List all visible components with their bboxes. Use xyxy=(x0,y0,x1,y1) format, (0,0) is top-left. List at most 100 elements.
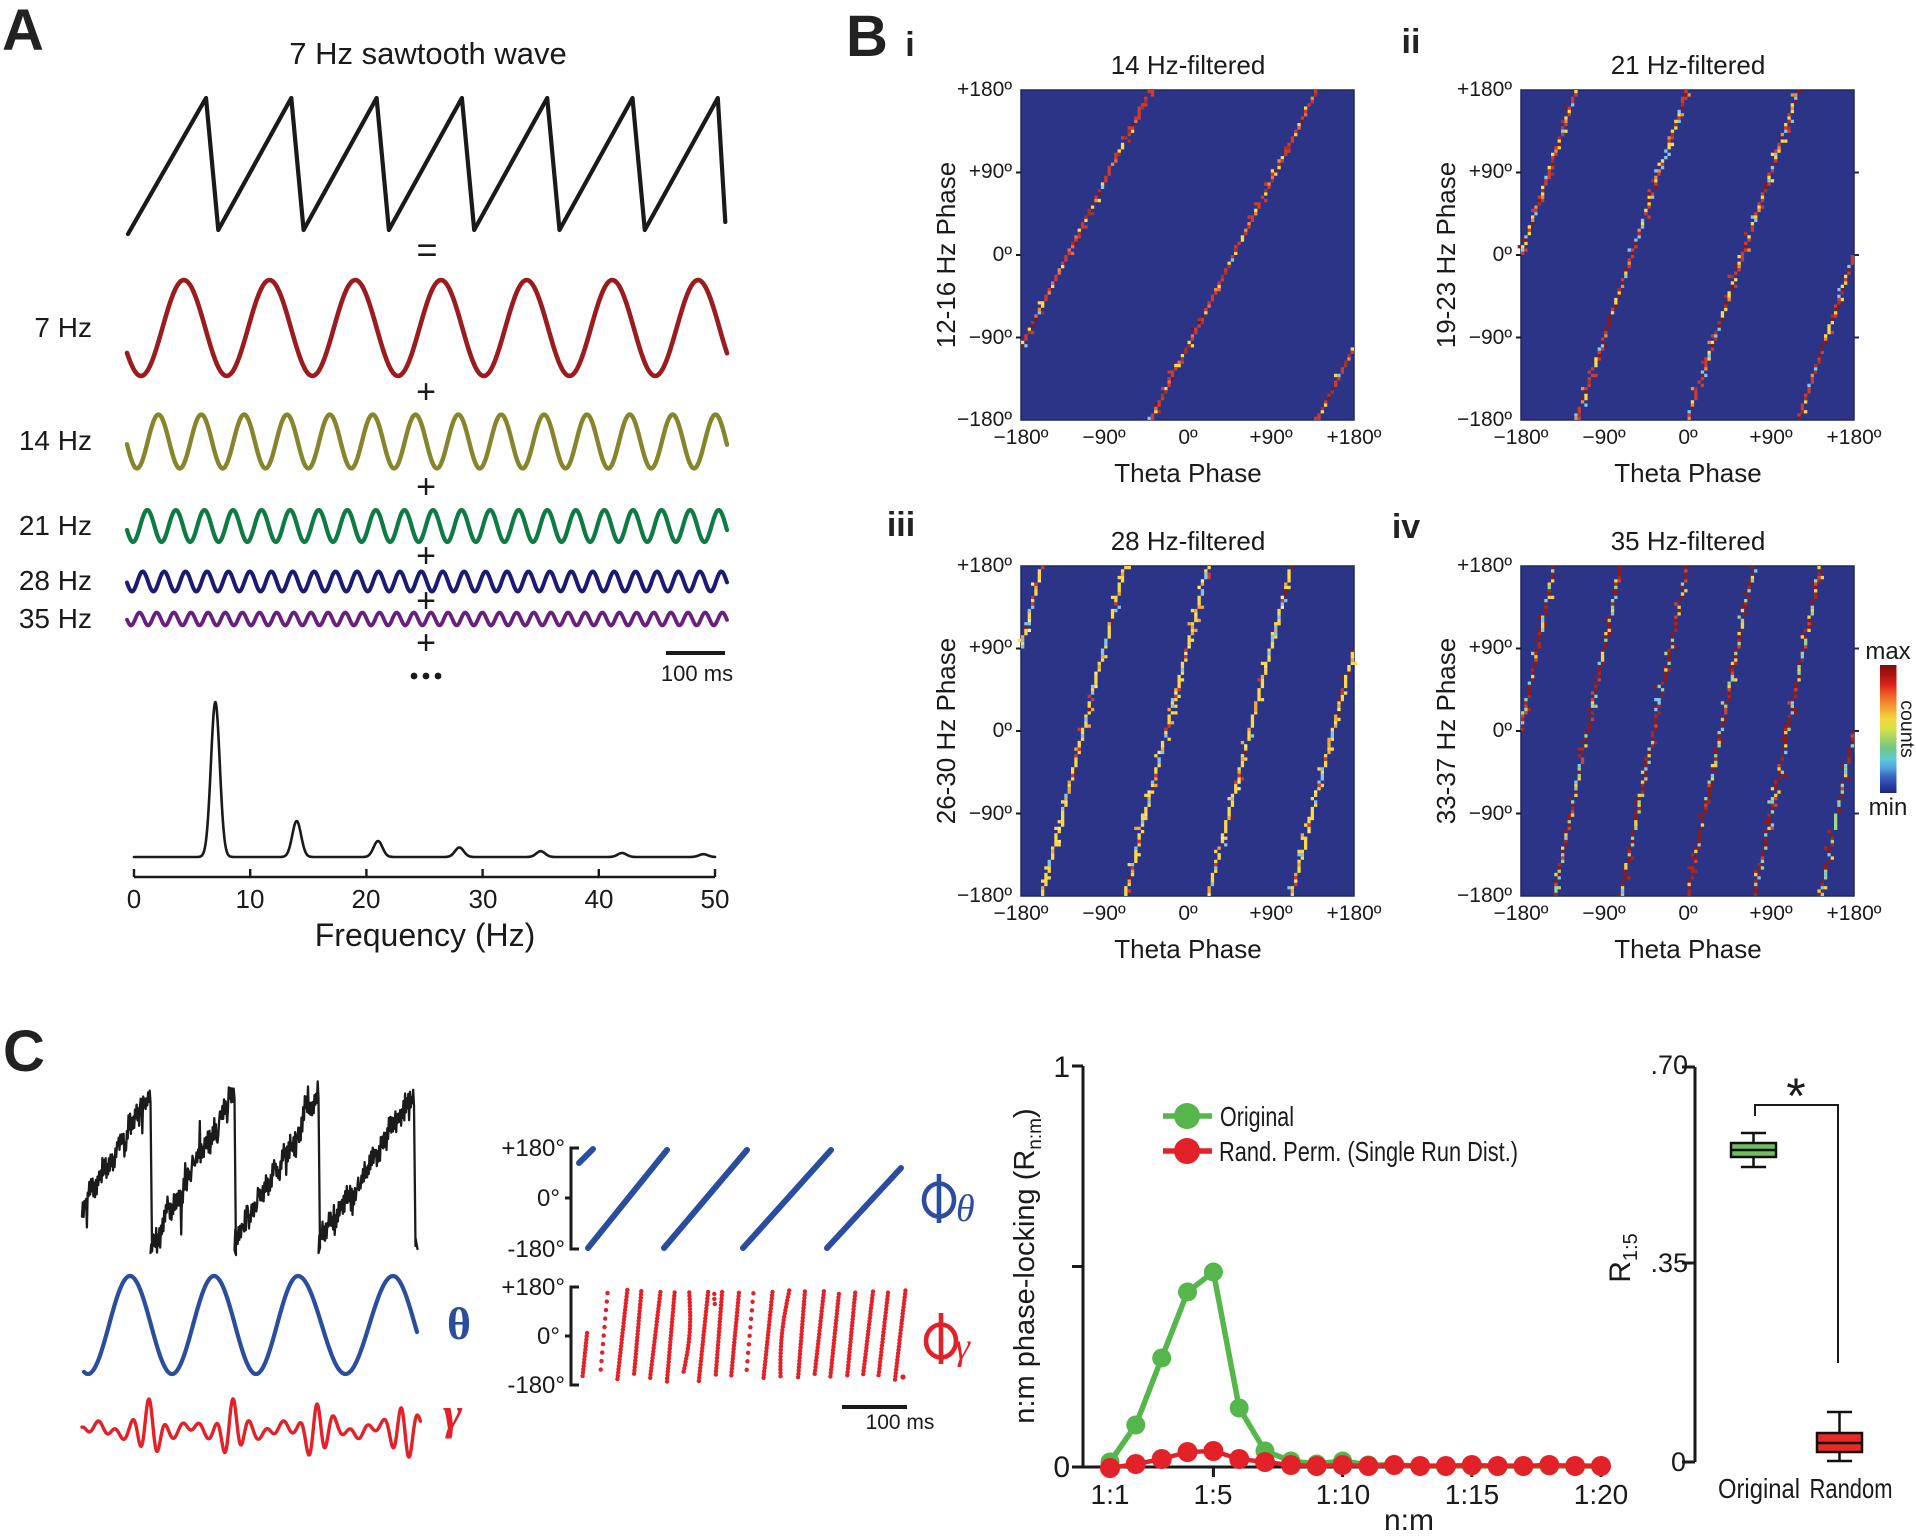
svg-text:0: 0 xyxy=(127,884,141,914)
svg-text:−180º: −180º xyxy=(957,884,1012,907)
svg-text:100 ms: 100 ms xyxy=(866,1411,935,1434)
svg-text:*: * xyxy=(1786,1068,1805,1124)
svg-text:−180º: −180º xyxy=(957,408,1012,431)
svg-text:+90º: +90º xyxy=(1749,902,1793,925)
svg-text:1:5: 1:5 xyxy=(1194,1479,1233,1510)
svg-text:B: B xyxy=(846,4,888,69)
svg-text:26-30 Hz Phase: 26-30 Hz Phase xyxy=(931,638,961,824)
svg-text:Rand. Perm. (Single Run Dist.): Rand. Perm. (Single Run Dist.) xyxy=(1219,1136,1518,1167)
svg-text:n:m: n:m xyxy=(1384,1504,1434,1537)
svg-text:1:1: 1:1 xyxy=(1091,1479,1130,1510)
svg-text:Theta Phase: Theta Phase xyxy=(1614,458,1761,488)
svg-text:−90º: −90º xyxy=(1582,426,1626,449)
svg-text:40: 40 xyxy=(585,884,614,914)
svg-text:0º: 0º xyxy=(993,243,1013,266)
svg-text:n:m phase-locking (Rn:m): n:m phase-locking (Rn:m) xyxy=(1009,1108,1046,1423)
svg-text:28 Hz-filtered: 28 Hz-filtered xyxy=(1111,526,1266,556)
svg-text:−90º: −90º xyxy=(1582,902,1626,925)
svg-text:Theta Phase: Theta Phase xyxy=(1114,458,1261,488)
svg-text:Original: Original xyxy=(1220,1101,1294,1132)
svg-text:35 Hz: 35 Hz xyxy=(19,603,92,634)
svg-text:+180°: +180° xyxy=(501,1274,565,1301)
svg-text:0º: 0º xyxy=(1678,426,1698,449)
svg-text:+180°: +180° xyxy=(501,1135,565,1162)
svg-text:−180º: −180º xyxy=(1494,902,1549,925)
svg-text:+180º: +180º xyxy=(1327,426,1382,449)
svg-text:+: + xyxy=(416,373,436,411)
svg-text:=: = xyxy=(416,229,437,270)
svg-text:−180º: −180º xyxy=(994,426,1049,449)
svg-text:-180°: -180° xyxy=(507,1236,565,1263)
svg-text:+90º: +90º xyxy=(1749,426,1793,449)
svg-text:C: C xyxy=(3,1019,45,1084)
svg-text:0º: 0º xyxy=(993,719,1013,742)
svg-text:max: max xyxy=(1865,638,1910,665)
svg-text:.35: .35 xyxy=(1650,1248,1688,1278)
svg-text:−90º: −90º xyxy=(1082,902,1126,925)
svg-text:30: 30 xyxy=(469,884,498,914)
svg-text:ii: ii xyxy=(1402,23,1421,61)
svg-text:21 Hz: 21 Hz xyxy=(19,510,92,541)
svg-text:100 ms: 100 ms xyxy=(661,661,733,686)
svg-text:Theta Phase: Theta Phase xyxy=(1614,934,1761,964)
svg-text:28 Hz: 28 Hz xyxy=(19,565,92,596)
svg-text:+: + xyxy=(416,537,436,575)
svg-text:12-16 Hz Phase: 12-16 Hz Phase xyxy=(931,162,961,348)
svg-text:0º: 0º xyxy=(1493,719,1513,742)
svg-text:1:10: 1:10 xyxy=(1316,1479,1371,1510)
svg-text:+90º: +90º xyxy=(1469,636,1513,659)
svg-text:19-23 Hz Phase: 19-23 Hz Phase xyxy=(1431,162,1461,348)
svg-text:iv: iv xyxy=(1392,508,1420,546)
svg-text:counts: counts xyxy=(1896,700,1916,758)
svg-text:+90º: +90º xyxy=(1249,426,1293,449)
svg-text:14 Hz-filtered: 14 Hz-filtered xyxy=(1111,50,1266,80)
svg-text:i: i xyxy=(905,26,914,64)
svg-text:+180º: +180º xyxy=(1457,78,1512,101)
svg-text:−90º: −90º xyxy=(1469,802,1513,825)
svg-text:+180º: +180º xyxy=(1827,902,1882,925)
svg-text:Frequency (Hz): Frequency (Hz) xyxy=(315,917,536,953)
svg-text:21 Hz-filtered: 21 Hz-filtered xyxy=(1611,50,1766,80)
svg-text:θ: θ xyxy=(956,1188,975,1230)
svg-text:.70: .70 xyxy=(1650,1050,1688,1080)
svg-text:A: A xyxy=(2,0,44,63)
svg-text:0º: 0º xyxy=(1493,243,1513,266)
svg-text:+: + xyxy=(416,582,436,620)
svg-text:Theta Phase: Theta Phase xyxy=(1114,934,1261,964)
svg-text:γ: γ xyxy=(955,1326,971,1368)
svg-text:+90º: +90º xyxy=(969,636,1013,659)
svg-text:−180º: −180º xyxy=(1457,884,1512,907)
svg-text:Random: Random xyxy=(1810,1473,1893,1504)
svg-text:+180º: +180º xyxy=(957,78,1012,101)
svg-text:10: 10 xyxy=(236,884,265,914)
svg-text:35 Hz-filtered: 35 Hz-filtered xyxy=(1611,526,1766,556)
svg-text:+90º: +90º xyxy=(1469,160,1513,183)
svg-text:−90º: −90º xyxy=(969,802,1013,825)
svg-text:−90º: −90º xyxy=(969,326,1013,349)
svg-text:+180º: +180º xyxy=(1827,426,1882,449)
svg-text:20: 20 xyxy=(352,884,381,914)
svg-text:1:15: 1:15 xyxy=(1445,1479,1500,1510)
svg-text:−90º: −90º xyxy=(1469,326,1513,349)
svg-text:33-37 Hz Phase: 33-37 Hz Phase xyxy=(1431,638,1461,824)
svg-text:0º: 0º xyxy=(1178,426,1198,449)
svg-text:min: min xyxy=(1869,794,1908,821)
svg-text:−180º: −180º xyxy=(1494,426,1549,449)
svg-text:iii: iii xyxy=(887,506,915,544)
svg-text:50: 50 xyxy=(701,884,730,914)
svg-text:0: 0 xyxy=(1053,1451,1070,1484)
svg-text:7 Hz sawtooth wave: 7 Hz sawtooth wave xyxy=(289,36,566,71)
svg-text:0: 0 xyxy=(1671,1447,1686,1477)
svg-text:7 Hz: 7 Hz xyxy=(34,312,92,343)
svg-text:1: 1 xyxy=(1053,1051,1070,1084)
svg-text:+180º: +180º xyxy=(1457,554,1512,577)
svg-text:θ: θ xyxy=(447,1298,471,1349)
svg-text:+90º: +90º xyxy=(1249,902,1293,925)
svg-text:+90º: +90º xyxy=(969,160,1013,183)
svg-text:−90º: −90º xyxy=(1082,426,1126,449)
svg-text:−180º: −180º xyxy=(994,902,1049,925)
svg-text:14 Hz: 14 Hz xyxy=(19,425,92,456)
svg-text:+180º: +180º xyxy=(957,554,1012,577)
svg-text:Original: Original xyxy=(1718,1473,1800,1504)
svg-text:0º: 0º xyxy=(1678,902,1698,925)
